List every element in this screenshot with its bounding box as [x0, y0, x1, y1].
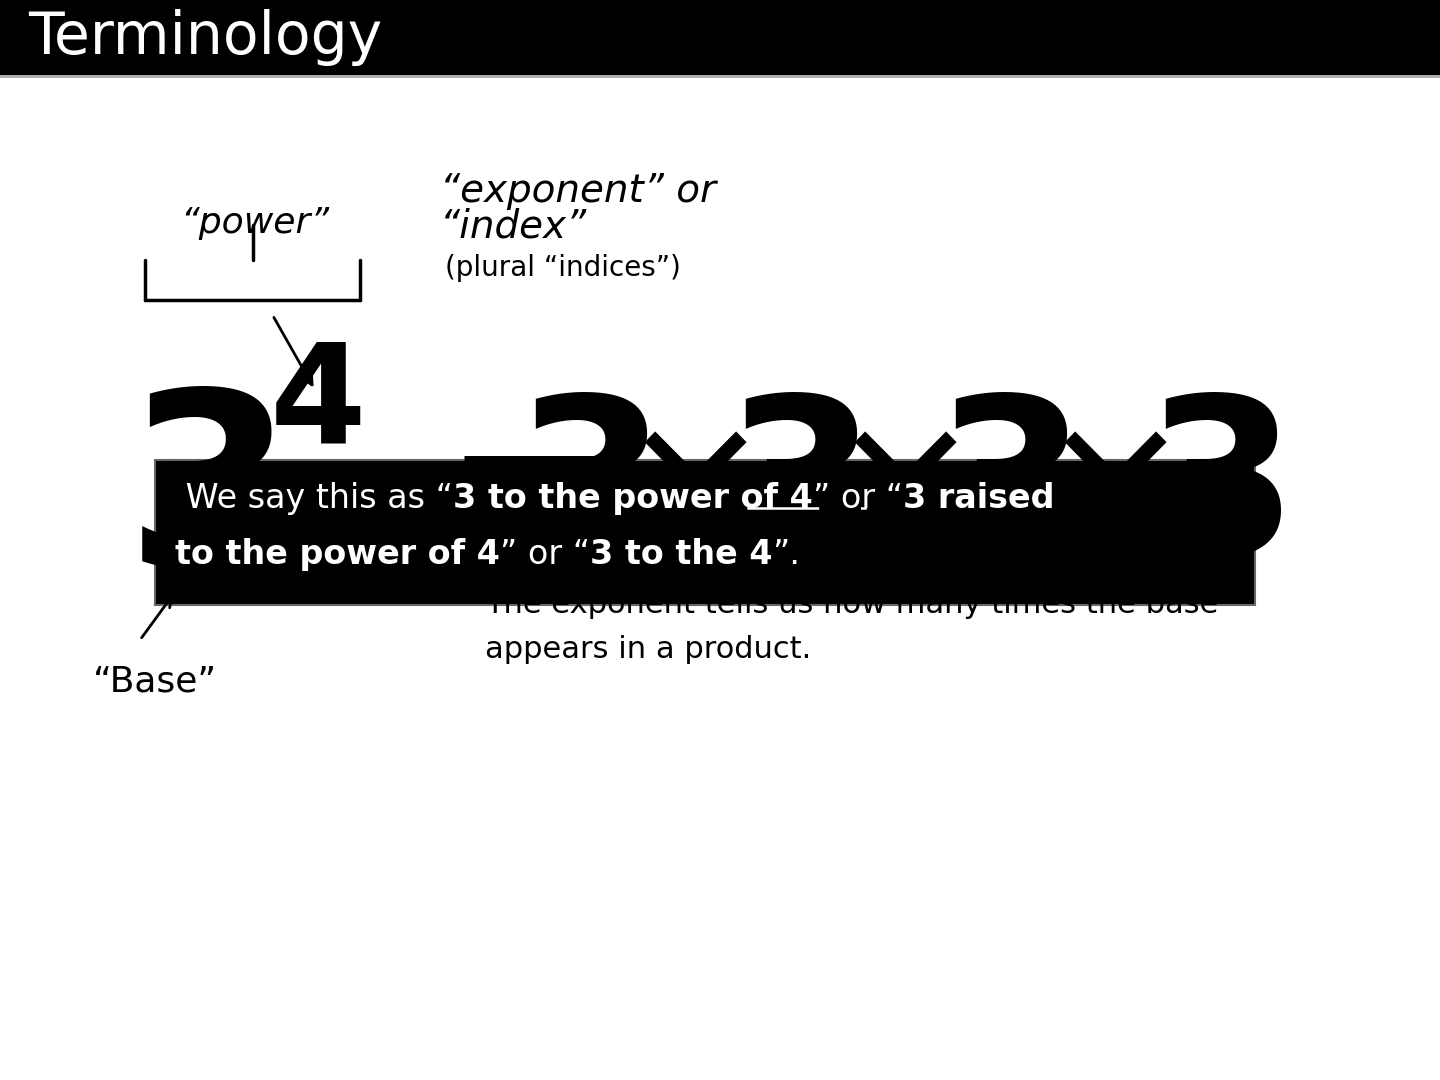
Text: “power”: “power”	[180, 206, 330, 240]
Text: The exponent tells us how many times the base
appears in a product.: The exponent tells us how many times the…	[485, 590, 1218, 664]
Text: to the power of 4: to the power of 4	[176, 538, 500, 571]
Text: ×: ×	[1040, 402, 1191, 578]
Text: ” or “: ” or “	[812, 482, 903, 515]
Text: =: =	[441, 388, 626, 602]
Text: 3: 3	[933, 388, 1087, 602]
Text: 3: 3	[125, 382, 295, 618]
Text: “index”: “index”	[441, 207, 588, 245]
Bar	[156, 460, 1256, 605]
Text: 3 raised: 3 raised	[903, 482, 1054, 515]
Text: 3: 3	[513, 388, 667, 602]
Text: 3: 3	[723, 388, 877, 602]
Text: 3 to the 4: 3 to the 4	[590, 538, 772, 571]
Text: 3: 3	[1142, 388, 1297, 602]
Text: “Base”: “Base”	[94, 665, 217, 699]
Text: ×: ×	[619, 402, 770, 578]
Text: ×: ×	[829, 402, 981, 578]
Text: ”.: ”.	[772, 538, 801, 571]
Text: 3 to the power of 4: 3 to the power of 4	[454, 482, 812, 515]
Text: 4: 4	[269, 337, 366, 473]
Bar	[0, 0, 1440, 75]
Text: Terminology: Terminology	[27, 10, 382, 67]
Text: We say this as “: We say this as “	[176, 482, 454, 515]
Text: ” or “: ” or “	[500, 538, 590, 571]
Text: “exponent” or: “exponent” or	[441, 172, 716, 210]
Text: (plural “indices”): (plural “indices”)	[445, 254, 681, 282]
